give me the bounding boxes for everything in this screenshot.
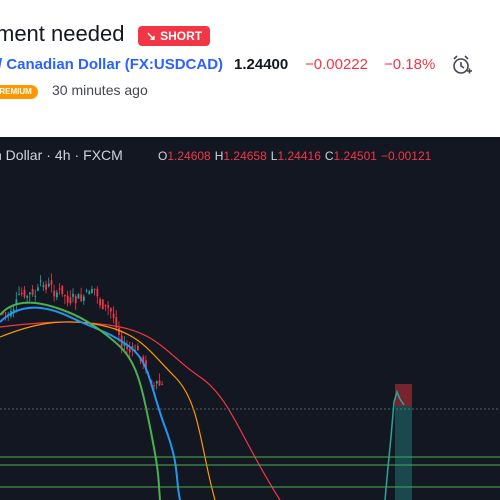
- ohlc-change: −0.00121: [380, 149, 432, 163]
- last-price: 1.24400: [234, 56, 289, 73]
- candle-body: [101, 299, 104, 310]
- alarm-clock-icon[interactable]: [450, 53, 474, 77]
- candle-body: [56, 292, 58, 298]
- candle-body: [115, 317, 118, 328]
- candle-body: [137, 345, 139, 351]
- symbol-name-link[interactable]: / Canadian Dollar: [0, 56, 121, 73]
- candle-body: [15, 299, 18, 305]
- badge-label: SHORT: [160, 29, 203, 43]
- candle-body: [155, 381, 158, 384]
- candle-body: [77, 293, 80, 299]
- candle-body: [50, 280, 53, 285]
- ohlc-close: 1.24501: [333, 149, 377, 163]
- candle-body: [45, 284, 47, 290]
- candle-body: [142, 356, 145, 364]
- symbol-paren-close: ): [218, 56, 224, 73]
- price-change-percent: −0.18%: [384, 56, 436, 73]
- candle-body: [64, 295, 66, 297]
- ma-red-line: [0, 321, 281, 500]
- ohlc-low: 1.24416: [277, 149, 321, 163]
- candle-body: [29, 292, 31, 294]
- candle-body: [42, 285, 45, 287]
- candle-body: [26, 296, 29, 298]
- ohlc-close-label: C: [324, 149, 334, 163]
- candle-body: [91, 289, 93, 293]
- ohlc-high-label: H: [214, 149, 224, 163]
- publish-time: 30 minutes ago: [52, 82, 148, 98]
- price-plot[interactable]: [0, 137, 500, 500]
- recent-move-line: [384, 389, 405, 500]
- chart-legend: n Dollar·4h·FXCM: [0, 147, 123, 163]
- candles: [2, 273, 164, 390]
- ohlc-low-label: L: [270, 149, 278, 163]
- candle-body: [96, 288, 99, 297]
- candle-body: [161, 384, 164, 386]
- candle-body: [88, 291, 91, 295]
- arrow-down-right-icon: ↘: [146, 29, 157, 43]
- candle-body: [85, 290, 88, 292]
- candle-body: [158, 380, 161, 386]
- page-title: ment needed: [0, 21, 125, 46]
- legend-separator: ·: [74, 147, 80, 163]
- candle-body: [39, 280, 42, 282]
- candle-body: [110, 308, 112, 312]
- candle-body: [18, 293, 20, 295]
- candle-body: [99, 299, 101, 306]
- candle-body: [126, 346, 128, 349]
- candle-body: [104, 304, 107, 307]
- stop-loss-zone: [395, 384, 412, 406]
- candle-body: [58, 288, 61, 290]
- ohlc-open-label: O: [158, 149, 168, 163]
- candle-body: [69, 297, 72, 304]
- candle-body: [131, 346, 134, 349]
- ma-green-line: [0, 301, 161, 500]
- candle-body: [145, 360, 147, 371]
- legend-source: FXCM: [83, 147, 123, 163]
- candle-body: [74, 296, 77, 304]
- candle-body: [118, 327, 120, 335]
- candle-body: [123, 344, 126, 346]
- ohlc-open: 1.24608: [167, 149, 211, 163]
- chart-area[interactable]: n Dollar·4h·FXCM O1.24608H1.24658L1.2441…: [0, 137, 500, 500]
- legend-separator: ·: [46, 147, 51, 163]
- ma-orange-line: [0, 321, 216, 500]
- candle-body: [37, 287, 39, 291]
- candle-body: [83, 296, 85, 301]
- take-profit-zone: [395, 406, 412, 500]
- candle-body: [23, 289, 26, 298]
- candle-body: [66, 295, 69, 303]
- symbol-line: / Canadian Dollar (FX:USDCAD): [0, 56, 223, 73]
- symbol-code-link[interactable]: FX:USDCAD: [129, 56, 219, 73]
- candle-body: [72, 293, 74, 297]
- candle-body: [53, 290, 56, 297]
- candle-body: [80, 294, 83, 302]
- ma-blue-line: [0, 306, 181, 500]
- ohlc-high: 1.24658: [223, 149, 267, 163]
- ohlc-values: O1.24608 H1.24658 L1.24416 C1.24501 −0.00121: [158, 149, 435, 163]
- candle-body: [107, 305, 110, 308]
- candle-body: [20, 292, 23, 295]
- candle-body: [31, 288, 34, 295]
- legend-symbol: n Dollar: [0, 147, 43, 163]
- premium-badge: PREMIUM: [0, 85, 38, 99]
- candle-body: [128, 348, 131, 353]
- candle-body: [61, 285, 64, 294]
- symbol-paren-open: (: [120, 56, 130, 73]
- direction-badge: ↘ SHORT: [138, 26, 211, 46]
- price-change: −0.00222: [305, 56, 368, 73]
- candle-body: [34, 295, 37, 297]
- legend-interval: 4h: [54, 147, 71, 163]
- candle-body: [153, 385, 155, 387]
- candle-body: [93, 288, 96, 290]
- candle-body: [112, 313, 115, 318]
- candle-body: [47, 283, 50, 287]
- candle-body: [4, 312, 7, 314]
